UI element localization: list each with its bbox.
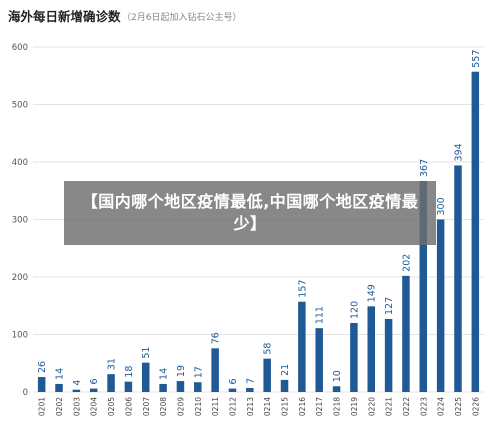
bar-value-label: 4 xyxy=(72,380,83,386)
y-tick-label: 100 xyxy=(12,331,28,341)
bar xyxy=(228,388,237,392)
bar xyxy=(280,379,289,392)
bar xyxy=(194,382,202,392)
y-tick-label: 400 xyxy=(12,158,28,168)
bar-value-label: 7 xyxy=(245,378,256,384)
bar xyxy=(350,323,358,392)
y-axis-ticks: 0 100 200 300 400 500 600 xyxy=(12,43,28,398)
bar-value-label: 17 xyxy=(193,366,204,378)
bar xyxy=(176,381,185,392)
x-tick-label: 0216 xyxy=(298,397,307,416)
x-tick-label: 0225 xyxy=(454,397,463,416)
bar xyxy=(471,71,480,392)
x-tick-label: 0207 xyxy=(142,397,151,416)
bar xyxy=(107,374,115,392)
bar-value-label: 367 xyxy=(419,159,430,177)
bar-value-label: 111 xyxy=(315,306,326,324)
x-tick-label: 0217 xyxy=(315,397,324,416)
bar-value-label: 51 xyxy=(141,347,152,359)
bar-value-label: 58 xyxy=(263,343,274,355)
y-tick-label: 200 xyxy=(12,273,28,283)
x-tick-label: 0215 xyxy=(281,397,290,416)
bar-value-label: 14 xyxy=(159,368,170,380)
x-tick-label: 0206 xyxy=(124,397,133,416)
bar-value-label: 19 xyxy=(176,365,187,377)
bar xyxy=(142,362,150,392)
bar-value-label: 31 xyxy=(107,358,118,370)
bar-value-label: 21 xyxy=(280,364,291,376)
x-tick-label: 0221 xyxy=(385,397,394,416)
bar xyxy=(332,386,341,392)
chart-subtitle: （2月6日起加入钻石公主号） xyxy=(122,11,241,23)
bar-value-label: 6 xyxy=(89,379,100,385)
x-tick-label: 0222 xyxy=(402,397,411,416)
bar xyxy=(246,387,254,392)
y-tick-label: 500 xyxy=(12,101,28,111)
bar xyxy=(436,219,445,392)
bar xyxy=(211,348,219,392)
bar-value-label: 557 xyxy=(471,50,482,68)
bars xyxy=(37,71,480,392)
bar-value-label: 14 xyxy=(55,368,66,380)
bar-value-label: 18 xyxy=(124,366,135,378)
x-tick-label: 0204 xyxy=(90,397,99,416)
bar xyxy=(315,328,323,392)
bar-value-label: 76 xyxy=(211,332,222,344)
bar-value-label: 10 xyxy=(332,370,343,382)
bar xyxy=(89,388,98,392)
x-tick-label: 0220 xyxy=(367,397,376,416)
bar-value-label: 157 xyxy=(297,280,308,298)
bar xyxy=(454,165,462,392)
x-tick-label: 0209 xyxy=(176,397,185,416)
bar-value-label: 6 xyxy=(228,379,239,385)
x-tick-label: 0201 xyxy=(38,397,47,416)
bar xyxy=(419,180,428,392)
x-tick-label: 0205 xyxy=(107,397,116,416)
bar xyxy=(124,381,133,392)
bar-value-label: 202 xyxy=(401,254,412,272)
bar xyxy=(72,389,81,392)
bar-value-label: 394 xyxy=(453,143,464,161)
bar-value-label: 26 xyxy=(37,361,48,373)
x-tick-label: 0202 xyxy=(55,397,64,416)
bar xyxy=(159,383,167,392)
x-tick-label: 0212 xyxy=(228,397,237,416)
bar-value-label: 120 xyxy=(349,301,360,319)
x-tick-label: 0214 xyxy=(263,397,272,416)
bar xyxy=(367,306,375,392)
x-tick-label: 0219 xyxy=(350,397,359,416)
bar xyxy=(55,383,63,392)
y-tick-label: 600 xyxy=(12,43,28,53)
x-tick-label: 0224 xyxy=(437,397,446,416)
bar xyxy=(37,377,46,392)
bar-value-label: 127 xyxy=(384,297,395,315)
y-tick-label: 0 xyxy=(23,388,28,398)
x-tick-label: 0203 xyxy=(72,397,81,416)
bar xyxy=(402,275,410,392)
x-tick-label: 0218 xyxy=(333,397,342,416)
x-tick-label: 0210 xyxy=(194,397,203,416)
x-tick-label: 0208 xyxy=(159,397,168,416)
chart-title: 海外每日新增确诊数 xyxy=(8,9,121,24)
article-title-text: 【国内哪个地区疫情最低,中国哪个地区疫情最少】 xyxy=(81,192,419,233)
x-axis-ticks: 0201 0202 0203 0204 0205 0206 0207 0208 0209 0210… xyxy=(38,397,481,416)
x-tick-label: 0226 xyxy=(471,397,480,416)
bar xyxy=(298,301,306,392)
article-title-banner[interactable]: 【国内哪个地区疫情最低,中国哪个地区疫情最少】 xyxy=(64,181,436,245)
x-tick-label: 0211 xyxy=(211,397,220,416)
bar xyxy=(263,358,271,392)
x-tick-label: 0223 xyxy=(419,397,428,416)
bar-value-label: 300 xyxy=(436,197,447,215)
bar xyxy=(384,318,393,392)
x-tick-label: 0213 xyxy=(246,397,255,416)
bar-value-label: 149 xyxy=(367,284,378,302)
y-tick-label: 300 xyxy=(12,216,28,226)
